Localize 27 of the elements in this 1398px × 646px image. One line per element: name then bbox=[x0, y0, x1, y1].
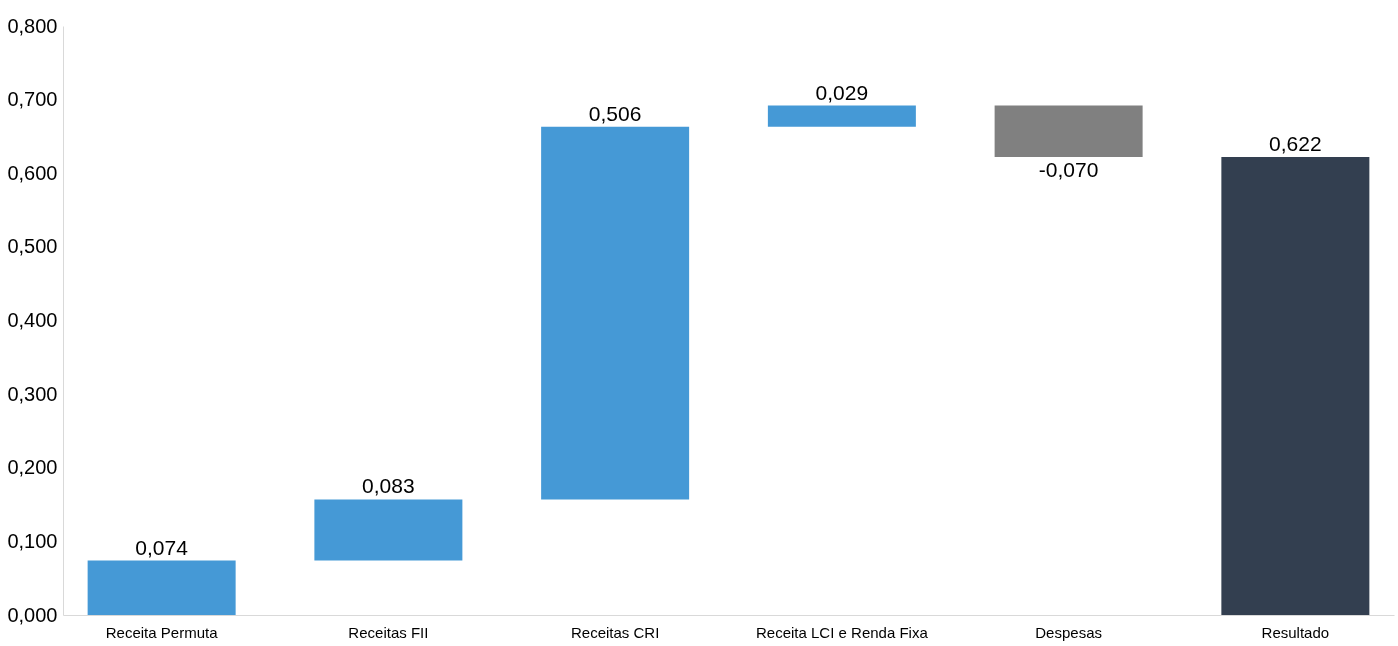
y-tick-label: 0,100 bbox=[7, 529, 58, 552]
x-tick-label: Receitas FII bbox=[348, 623, 429, 641]
bar bbox=[994, 105, 1143, 158]
bar bbox=[87, 560, 236, 615]
y-tick-label: 0,700 bbox=[7, 88, 58, 111]
data-label: 0,622 bbox=[1269, 132, 1322, 156]
data-label: 0,506 bbox=[588, 101, 642, 125]
data-label: -0,070 bbox=[1038, 158, 1099, 182]
y-tick-label: 0,300 bbox=[7, 382, 58, 405]
bar bbox=[767, 105, 916, 127]
y-tick-label: 0,000 bbox=[7, 603, 58, 626]
y-tick-label: 0,400 bbox=[7, 309, 58, 331]
y-tick-label: 0,200 bbox=[7, 456, 58, 479]
bar bbox=[314, 499, 463, 561]
x-tick-label: Receita Permuta bbox=[105, 623, 219, 641]
data-label: 0,083 bbox=[362, 474, 415, 498]
x-tick-label: Receita LCI e Renda Fixa bbox=[755, 623, 929, 641]
y-tick-label: 0,800 bbox=[7, 14, 58, 37]
x-tick-label: Receitas CRI bbox=[570, 623, 660, 641]
bar bbox=[1221, 157, 1370, 615]
y-tick-label: 0,600 bbox=[7, 161, 58, 184]
x-tick-label: Despesas bbox=[1035, 623, 1102, 641]
y-tick-label: 0,500 bbox=[7, 235, 58, 258]
data-label: 0,074 bbox=[135, 535, 189, 559]
data-label: 0,029 bbox=[815, 80, 869, 104]
bar bbox=[541, 126, 690, 500]
x-tick-label: Resultado bbox=[1261, 623, 1330, 641]
